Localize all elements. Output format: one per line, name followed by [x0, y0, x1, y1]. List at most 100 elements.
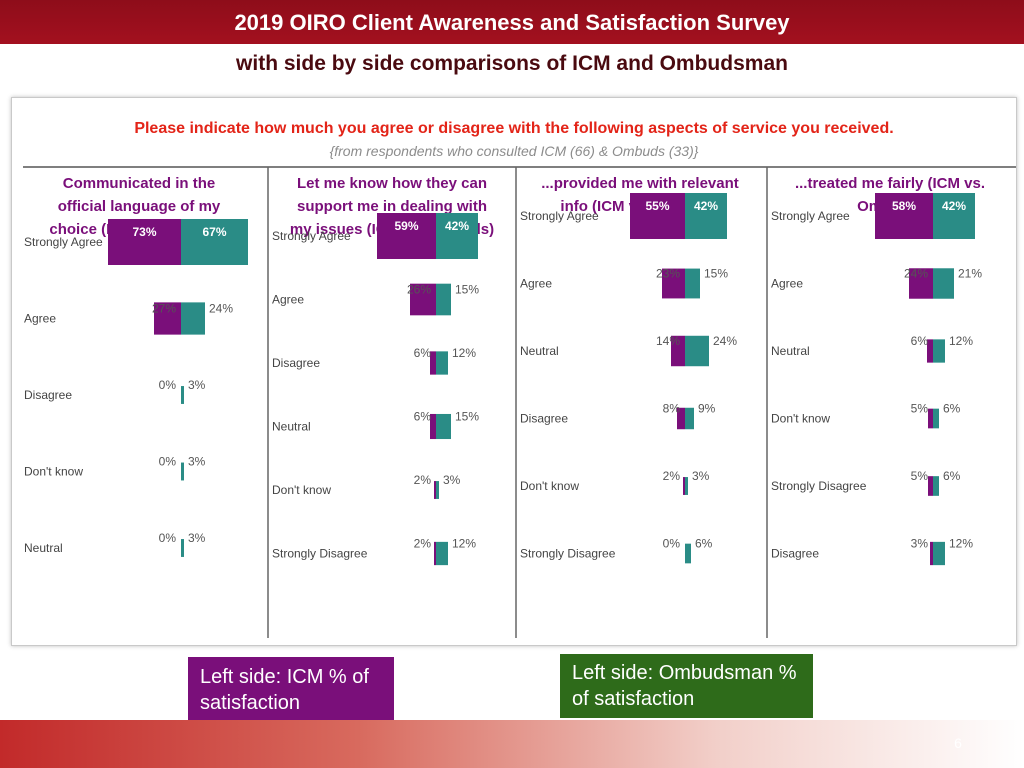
- panel-title: support me in dealing with: [297, 198, 487, 215]
- value-label-icm: 58%: [892, 199, 916, 213]
- value-label-icm: 26%: [407, 283, 431, 297]
- bar-ombuds: [436, 283, 451, 316]
- category-label: Neutral: [24, 541, 63, 555]
- category-label: Strongly Disagree: [771, 479, 867, 493]
- category-label: Agree: [24, 312, 56, 326]
- bar-ombuds: [181, 219, 248, 265]
- category-label: Neutral: [520, 344, 559, 358]
- bar-icm: [671, 335, 685, 367]
- category-label: Strongly Agree: [771, 209, 850, 223]
- value-label-icm: 24%: [904, 267, 928, 281]
- respondents-note: {from respondents who consulted ICM (66)…: [329, 143, 699, 159]
- value-label-icm: 0%: [159, 455, 177, 469]
- panel-title: ...provided me with relevant: [541, 175, 739, 192]
- bar-ombuds: [436, 413, 451, 440]
- slide-subtitle: with side by side comparisons of ICM and…: [236, 52, 788, 75]
- chart-panel: Please indicate how much you agree or di…: [11, 97, 1017, 646]
- bar-icm: [928, 476, 933, 496]
- bar-ombuds: [181, 386, 184, 404]
- slide-title: 2019 OIRO Client Awareness and Satisfact…: [234, 10, 790, 35]
- value-label-icm: 3%: [911, 537, 929, 551]
- category-label: Strongly Disagree: [520, 547, 616, 561]
- value-label-ombuds: 12%: [949, 334, 973, 348]
- bar-icm: [430, 351, 436, 375]
- category-label: Disagree: [24, 388, 72, 402]
- value-label-icm: 0%: [159, 378, 177, 392]
- panel-title: Let me know how they can: [297, 175, 487, 192]
- value-label-ombuds: 6%: [695, 537, 713, 551]
- bar-icm: [662, 268, 685, 299]
- bar-ombuds: [685, 193, 727, 239]
- value-label-ombuds: 24%: [209, 302, 233, 316]
- bar-ombuds: [933, 193, 975, 239]
- value-label-ombuds: 42%: [445, 219, 469, 233]
- category-label: Strongly Agree: [520, 209, 599, 223]
- bar-ombuds: [181, 302, 205, 335]
- title-bar: [0, 0, 1024, 44]
- value-label-ombuds: 24%: [713, 334, 737, 348]
- legend-ombudsman: Left side: Ombudsman % of satisfaction: [560, 654, 813, 718]
- category-label: Disagree: [272, 356, 320, 370]
- bar-ombuds: [933, 541, 945, 566]
- bar-ombuds: [181, 539, 184, 557]
- bar-icm: [434, 481, 436, 499]
- value-label-icm: 23%: [656, 267, 680, 281]
- value-label-ombuds: 42%: [694, 199, 718, 213]
- value-label-icm: 14%: [656, 334, 680, 348]
- value-label-ombuds: 6%: [943, 402, 961, 416]
- category-label: Don't know: [520, 479, 579, 493]
- bar-icm: [410, 283, 436, 316]
- footer-band: [0, 720, 1024, 768]
- category-label: Strongly Disagree: [272, 547, 368, 561]
- value-label-icm: 59%: [394, 219, 418, 233]
- category-label: Don't know: [272, 483, 331, 497]
- value-label-ombuds: 15%: [455, 410, 479, 424]
- bar-ombuds: [181, 462, 184, 481]
- value-label-icm: 55%: [645, 199, 669, 213]
- value-label-ombuds: 15%: [704, 267, 728, 281]
- value-label-icm: 2%: [414, 537, 432, 551]
- bar-icm: [108, 219, 181, 265]
- category-label: Agree: [520, 277, 552, 291]
- bar-ombuds: [685, 268, 700, 299]
- bar-ombuds: [436, 481, 439, 499]
- bar-icm: [154, 302, 181, 335]
- value-label-ombuds: 3%: [692, 469, 710, 483]
- category-label: Agree: [272, 293, 304, 307]
- bar-ombuds: [436, 541, 448, 566]
- value-label-ombuds: 15%: [455, 283, 479, 297]
- bar-icm: [430, 413, 436, 440]
- bar-ombuds: [933, 339, 945, 363]
- value-label-icm: 6%: [414, 346, 432, 360]
- bar-ombuds: [685, 543, 691, 564]
- value-label-ombuds: 12%: [452, 346, 476, 360]
- category-label: Neutral: [272, 420, 311, 434]
- value-label-icm: 0%: [663, 537, 681, 551]
- bar-ombuds: [685, 335, 709, 367]
- category-label: Disagree: [520, 412, 568, 426]
- value-label-icm: 5%: [911, 402, 929, 416]
- bar-ombuds: [933, 268, 954, 299]
- value-label-icm: 6%: [911, 334, 929, 348]
- value-label-icm: 8%: [663, 402, 681, 416]
- category-label: Disagree: [771, 547, 819, 561]
- panel-title: ...treated me fairly (ICM vs.: [795, 175, 985, 192]
- question-text: Please indicate how much you agree or di…: [134, 120, 894, 137]
- value-label-ombuds: 3%: [443, 473, 461, 487]
- bar-ombuds: [436, 213, 478, 259]
- value-label-ombuds: 67%: [202, 225, 226, 239]
- bar-ombuds: [685, 407, 694, 430]
- category-label: Strongly Agree: [272, 229, 351, 243]
- panel-title: official language of my: [58, 198, 221, 215]
- value-label-icm: 0%: [159, 531, 177, 545]
- value-label-icm: 73%: [132, 225, 156, 239]
- value-label-ombuds: 3%: [188, 455, 206, 469]
- value-label-ombuds: 6%: [943, 469, 961, 483]
- bar-icm: [377, 213, 436, 259]
- bar-icm: [677, 407, 685, 430]
- bar-ombuds: [933, 408, 939, 429]
- page-number: 6: [954, 735, 962, 751]
- value-label-ombuds: 9%: [698, 402, 716, 416]
- bar-icm: [434, 541, 436, 566]
- value-label-icm: 2%: [414, 473, 432, 487]
